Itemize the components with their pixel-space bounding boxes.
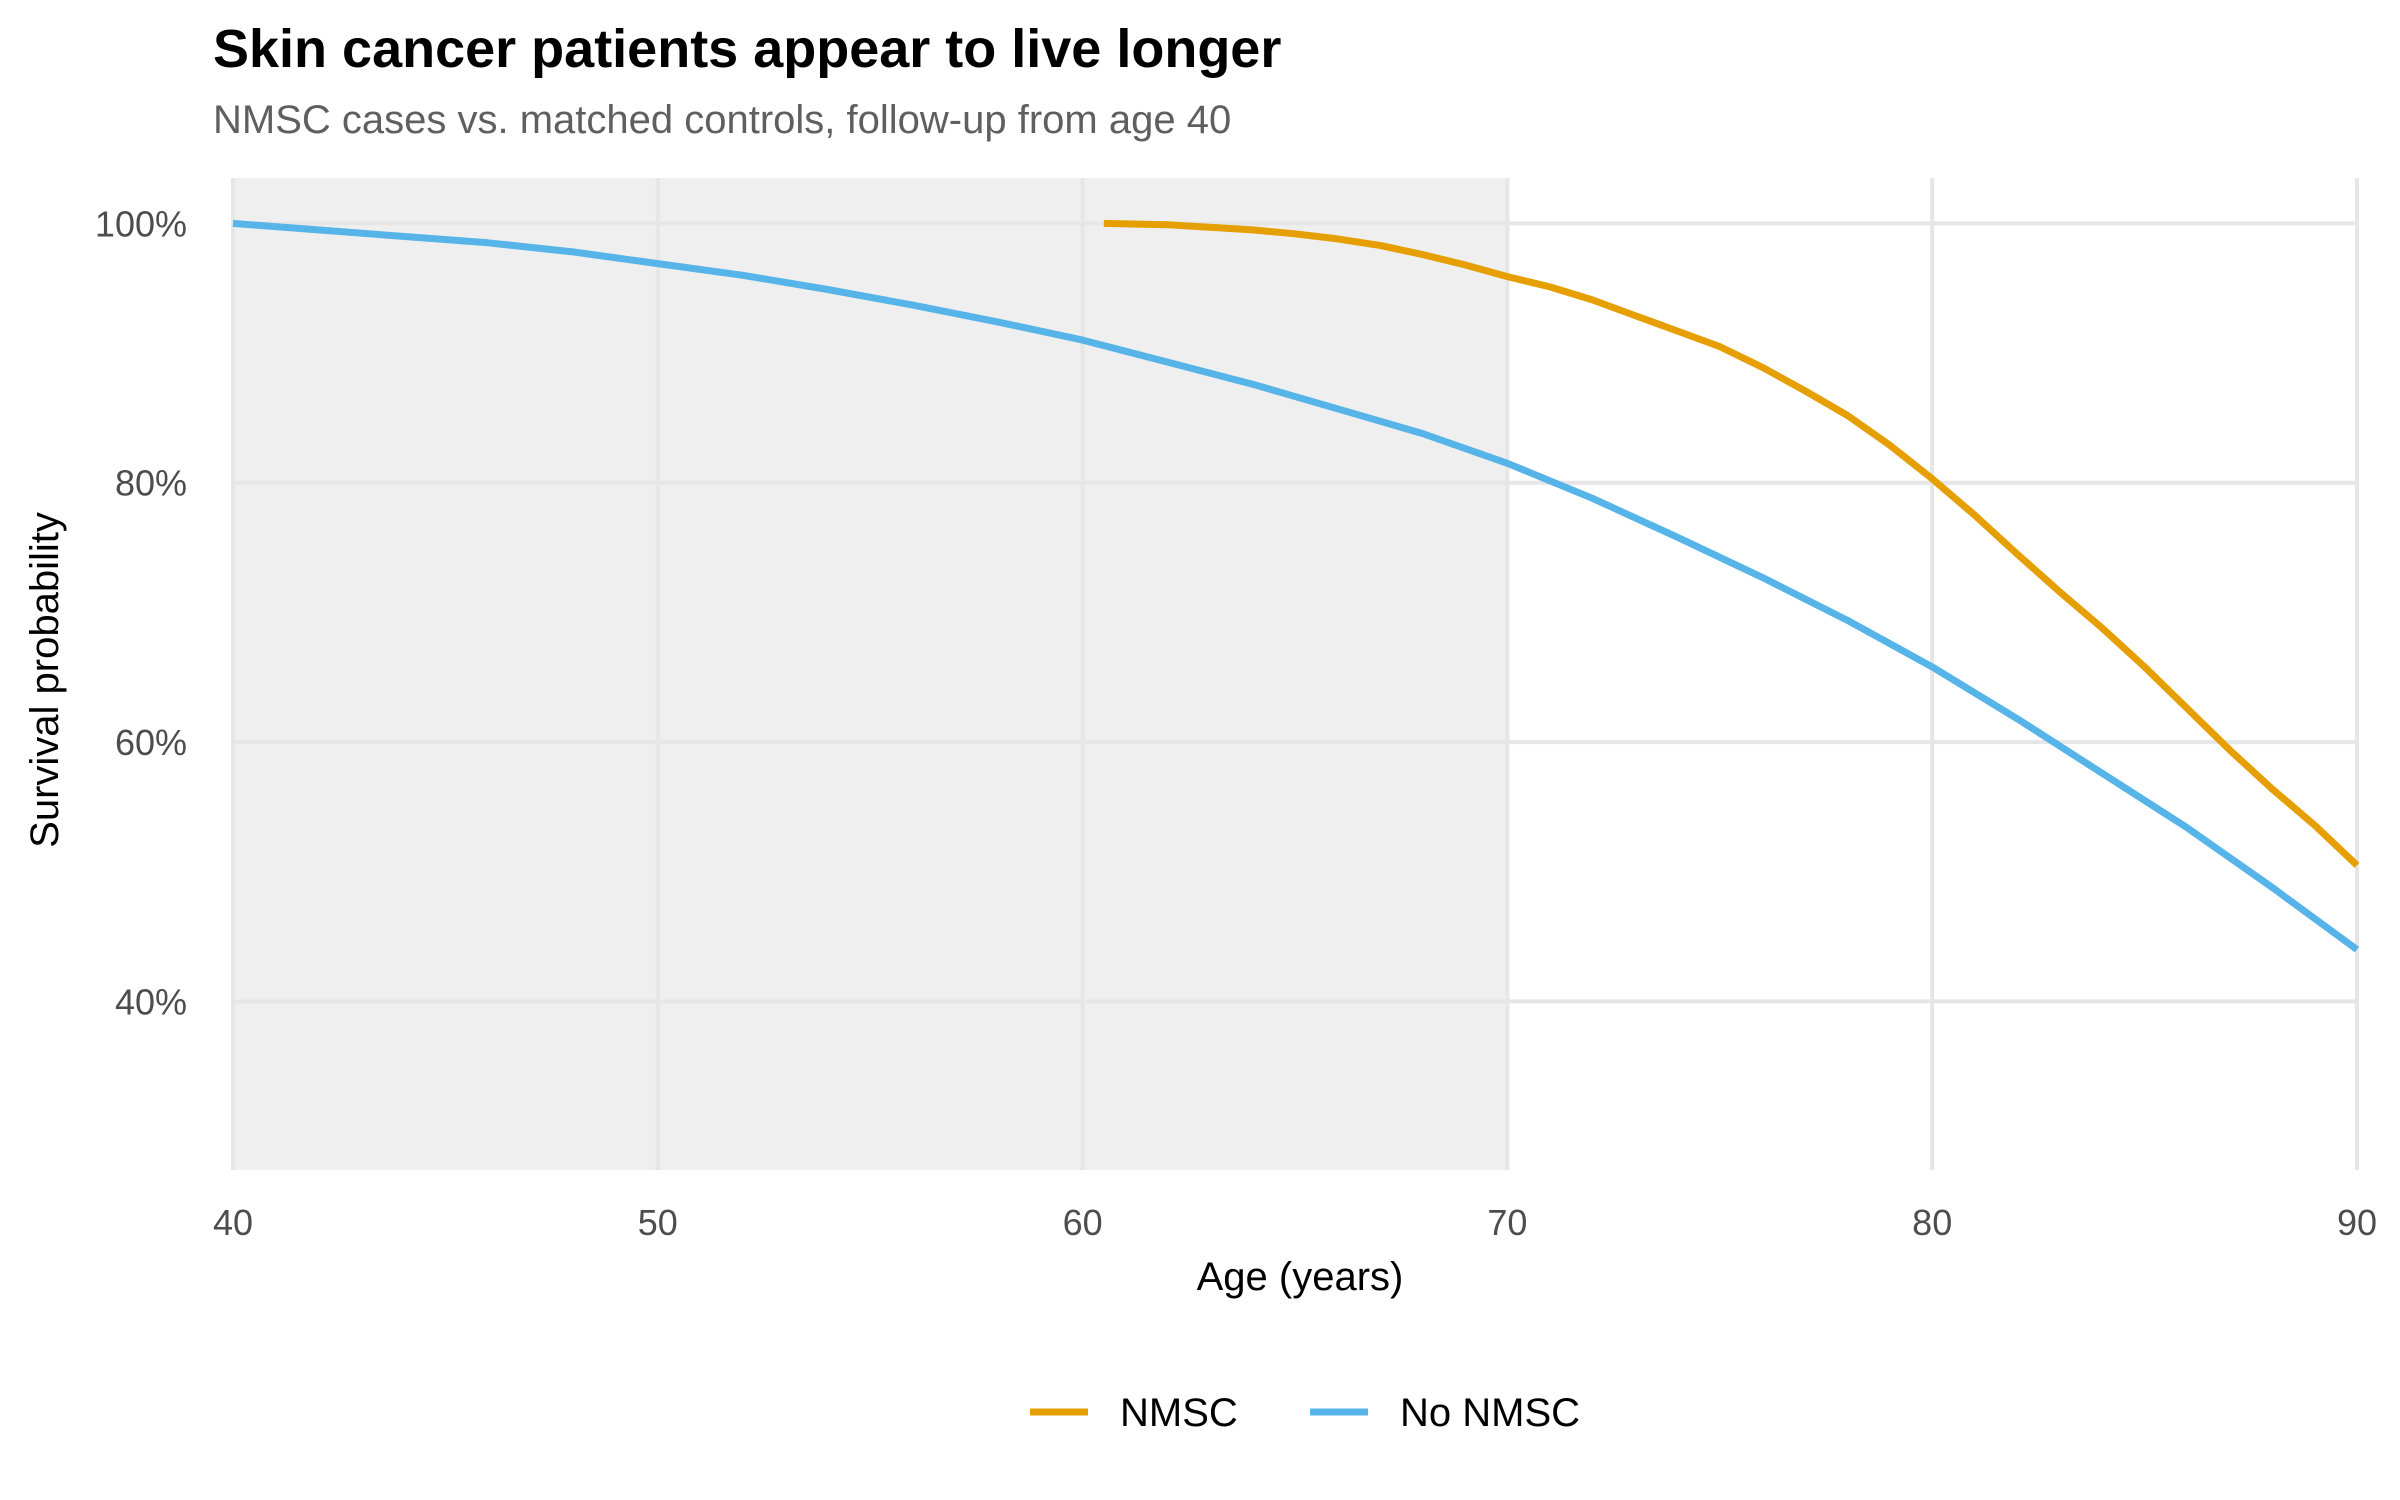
y-axis-ticks: 40% 60% 80% 100% (95, 203, 187, 1022)
series-line-no-nmsc (232, 219, 2360, 953)
shaded-region-layer (233, 178, 1508, 1170)
shaded-region (233, 178, 1508, 1170)
y-tick-label: 60% (115, 722, 187, 763)
series-lines (232, 219, 2360, 953)
x-tick-label: 40 (213, 1202, 253, 1243)
chart-title: Skin cancer patients appear to live long… (213, 19, 1282, 79)
x-axis-ticks: 40 50 60 70 80 90 (213, 1202, 2377, 1243)
gridlines (231, 178, 2359, 1170)
y-tick-label: 40% (115, 981, 187, 1022)
x-tick-label: 90 (2337, 1202, 2377, 1243)
x-tick-label: 60 (1063, 1202, 1103, 1243)
x-tick-label: 70 (1487, 1202, 1527, 1243)
y-tick-label: 100% (95, 203, 187, 244)
series-line-nmsc (1103, 219, 2360, 868)
y-tick-label: 80% (115, 463, 187, 504)
legend-label: NMSC (1120, 1391, 1238, 1435)
x-tick-label: 80 (1912, 1202, 1952, 1243)
legend-label: No NMSC (1400, 1391, 1580, 1435)
legend: NMSC No NMSC (1030, 1391, 1580, 1435)
chart-subtitle: NMSC cases vs. matched controls, follow-… (213, 98, 1232, 142)
x-axis-label: Age (years) (1197, 1255, 1404, 1299)
x-tick-label: 50 (638, 1202, 678, 1243)
y-axis-label: Survival probability (23, 512, 67, 848)
